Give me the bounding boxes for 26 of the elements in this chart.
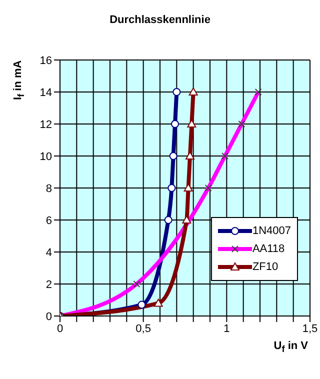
point: [169, 152, 178, 160]
y-tick-label: 0: [46, 310, 52, 323]
y-tick-label: 8: [46, 182, 52, 195]
point: [164, 216, 172, 224]
point: [172, 88, 181, 96]
point: [154, 298, 163, 307]
x-axis-title: U$_{f}$ in V: [274, 340, 308, 354]
y-tick-label: 12: [40, 118, 52, 131]
legend-label: ZF10: [252, 261, 278, 273]
y-tick-label: 6: [46, 214, 52, 227]
point: [171, 120, 179, 128]
point: [138, 300, 146, 309]
legend-label: AA118: [252, 243, 285, 255]
y-tick-label: 10: [40, 150, 52, 163]
x-tick-label: 1: [224, 322, 230, 335]
y-tick-label: 14: [40, 86, 52, 99]
y-tick-label: 16: [40, 54, 52, 67]
chart-title: Durchlasskennlinie: [108, 14, 212, 26]
x-tick-label: 1,5: [302, 322, 318, 335]
x-tick-label: 0: [56, 322, 64, 335]
y-tick-label: 2: [46, 278, 52, 291]
point: [188, 88, 198, 96]
point: [168, 184, 176, 192]
legend-label: 1N4007: [252, 225, 291, 237]
x-tick-label: 0,5: [136, 322, 151, 335]
y-tick-label: 4: [46, 246, 52, 259]
